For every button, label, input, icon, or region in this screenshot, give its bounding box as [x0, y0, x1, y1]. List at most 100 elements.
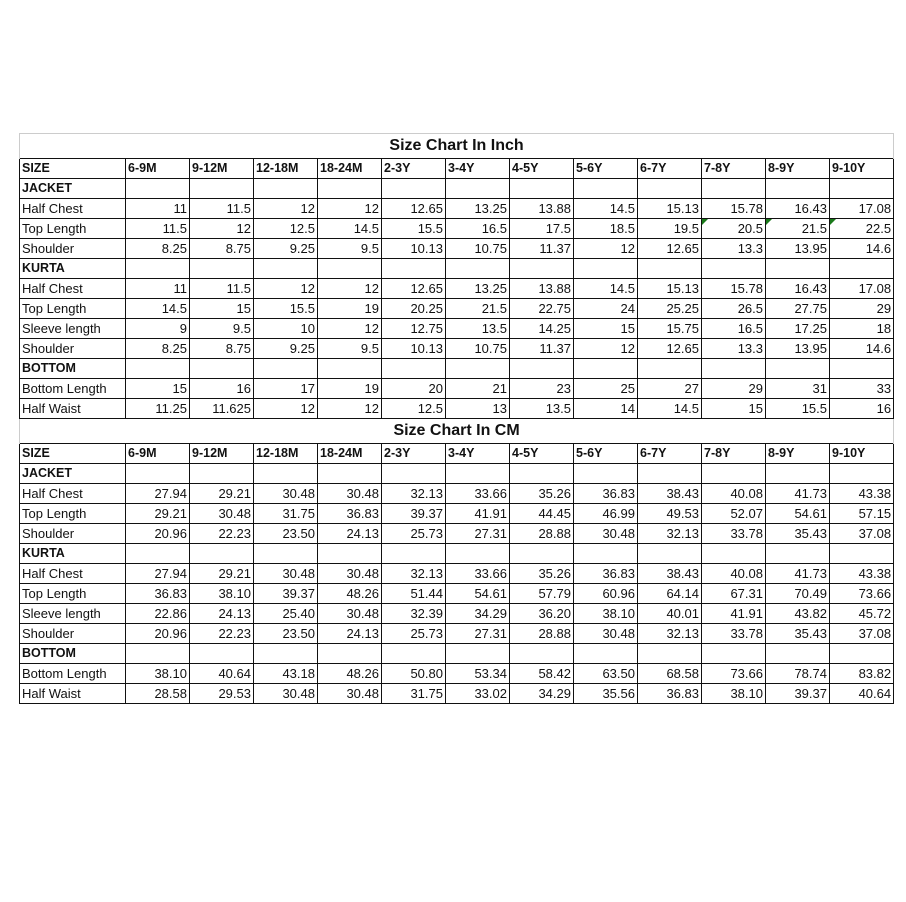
table-row: Half Chest 27.94 29.21 30.48 30.48 32.13 33.66…	[19, 483, 895, 504]
value-cell: 28.88	[509, 623, 574, 644]
empty-cell	[317, 643, 382, 664]
value-cell: 36.83	[317, 503, 382, 524]
value-cell: 12.65	[381, 198, 446, 219]
empty-cell	[637, 178, 702, 199]
value-cell: 51.44	[381, 583, 446, 604]
empty-cell	[445, 463, 510, 484]
value-cell: 30.48	[317, 683, 382, 704]
value-cell: 26.5	[701, 298, 766, 319]
value-cell: 73.66	[828, 583, 895, 604]
value-cell: 35.56	[573, 683, 638, 704]
value-cell: 18	[828, 318, 895, 339]
value-cell: 27.94	[125, 483, 190, 504]
table-row: Top Length 36.83 38.10 39.37 48.26 51.44 54.61…	[19, 583, 895, 604]
empty-cell	[765, 463, 830, 484]
row-label: Half Chest	[19, 563, 126, 584]
empty-cell	[445, 178, 510, 199]
value-cell: 35.43	[765, 623, 830, 644]
value-cell: 16.5	[445, 218, 510, 239]
size-column-header: 6-7Y	[637, 443, 702, 464]
empty-cell	[125, 258, 190, 279]
value-cell: 11.5	[125, 218, 190, 239]
value-cell: 41.91	[701, 603, 766, 624]
value-cell: 30.48	[189, 503, 254, 524]
empty-cell	[253, 358, 318, 379]
value-cell: 12	[253, 398, 318, 419]
value-cell: 17	[253, 378, 318, 399]
value-cell: 32.13	[381, 483, 446, 504]
empty-cell	[828, 643, 895, 664]
size-column-header: 6-9M	[125, 158, 190, 179]
value-cell: 11	[125, 198, 190, 219]
value-cell: 38.43	[637, 483, 702, 504]
section-row: KURTA	[19, 543, 895, 564]
value-cell: 32.13	[637, 523, 702, 544]
value-cell: 22.5	[828, 218, 895, 239]
table-row: Shoulder 8.25 8.75 9.25 9.5 10.13 10.75 11.37 12…	[19, 338, 895, 359]
value-cell: 10.13	[381, 238, 446, 259]
value-cell: 33.02	[445, 683, 510, 704]
table-row: Half Waist 28.58 29.53 30.48 30.48 31.75 33.02…	[19, 683, 895, 704]
value-cell: 30.48	[253, 483, 318, 504]
section-label: JACKET	[19, 178, 126, 199]
table-row: Half Chest 11 11.5 12 12 12.65 13.25 13.88 14.5 1…	[19, 278, 895, 299]
value-cell: 60.96	[573, 583, 638, 604]
empty-cell	[509, 463, 574, 484]
table-row: Top Length 29.21 30.48 31.75 36.83 39.37 41.91…	[19, 503, 895, 524]
value-cell: 31	[765, 378, 830, 399]
section-row: KURTA	[19, 258, 895, 279]
empty-cell	[253, 178, 318, 199]
value-cell: 38.10	[573, 603, 638, 624]
value-cell: 40.01	[637, 603, 702, 624]
value-cell: 38.43	[637, 563, 702, 584]
empty-cell	[509, 358, 574, 379]
value-cell: 15.5	[765, 398, 830, 419]
empty-cell	[381, 543, 446, 564]
value-cell: 15.5	[253, 298, 318, 319]
value-cell: 36.20	[509, 603, 574, 624]
table-row: Sleeve length 9 9.5 10 12 12.75 13.5 14.25 15 15.…	[19, 318, 895, 339]
section-row: BOTTOM	[19, 643, 895, 664]
row-label: Half Chest	[19, 483, 126, 504]
value-cell: 54.61	[765, 503, 830, 524]
value-cell: 12.5	[381, 398, 446, 419]
size-column-header: 9-10Y	[828, 158, 895, 179]
value-cell: 9.5	[189, 318, 254, 339]
value-cell: 13.3	[701, 238, 766, 259]
size-column-header: 5-6Y	[573, 158, 638, 179]
value-cell: 21	[445, 378, 510, 399]
value-cell: 14.5	[637, 398, 702, 419]
value-cell: 73.66	[701, 663, 766, 684]
size-column-header: 2-3Y	[381, 443, 446, 464]
empty-cell	[189, 463, 254, 484]
empty-cell	[637, 643, 702, 664]
size-column-header: 6-9M	[125, 443, 190, 464]
value-cell: 16.43	[765, 278, 830, 299]
value-cell: 12	[573, 238, 638, 259]
value-cell: 12.65	[381, 278, 446, 299]
value-cell: 27.31	[445, 623, 510, 644]
value-cell: 10.75	[445, 238, 510, 259]
value-cell: 14.6	[828, 338, 895, 359]
empty-cell	[189, 178, 254, 199]
value-cell: 50.80	[381, 663, 446, 684]
value-cell: 58.42	[509, 663, 574, 684]
section-row: JACKET	[19, 178, 895, 199]
row-label: Top Length	[19, 298, 126, 319]
table-row: Top Length 11.5 12 12.5 14.5 15.5 16.5 17.5 18.5…	[19, 218, 895, 239]
header-row: SIZE 6-9M 9-12M 12-18M 18-24M 2-3Y 3-4Y 4-5Y 5-6…	[19, 443, 895, 464]
empty-cell	[701, 178, 766, 199]
size-column-header: 12-18M	[253, 158, 318, 179]
empty-cell	[765, 258, 830, 279]
empty-cell	[701, 543, 766, 564]
row-label: Shoulder	[19, 338, 126, 359]
empty-cell	[317, 463, 382, 484]
value-cell: 27.75	[765, 298, 830, 319]
value-cell: 8.75	[189, 338, 254, 359]
empty-cell	[189, 358, 254, 379]
value-cell: 15	[701, 398, 766, 419]
value-cell: 43.18	[253, 663, 318, 684]
value-cell: 20	[381, 378, 446, 399]
value-cell: 57.15	[828, 503, 895, 524]
section-label: BOTTOM	[19, 358, 126, 379]
